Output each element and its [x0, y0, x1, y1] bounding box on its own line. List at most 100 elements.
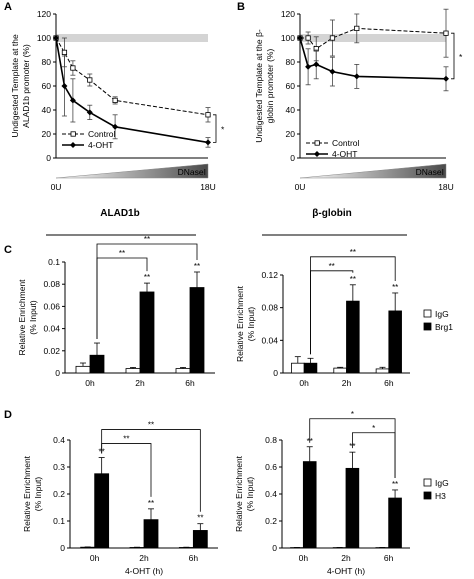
significance-stars: **	[392, 480, 398, 489]
comparison-label: **	[144, 235, 150, 244]
comparison-bracket	[310, 256, 396, 355]
y-tick-label: 0	[273, 368, 278, 378]
data-point	[353, 73, 360, 80]
bar-igg-0h	[291, 362, 305, 374]
y-axis-label: Relative Enrichment	[17, 279, 27, 356]
y-tick-label: 0.1	[53, 516, 65, 526]
data-point	[329, 68, 336, 75]
y-tick-label: 0.1	[48, 257, 60, 267]
y-axis-label: Relative Enrichment	[235, 285, 245, 362]
panel-letter-b: B	[237, 1, 245, 13]
x-axis-label: 4-OHT (h)	[125, 566, 163, 576]
significance-stars: **	[194, 262, 200, 271]
y-tick-label: 0.6	[265, 462, 277, 472]
legend-label: IgG	[435, 309, 449, 319]
comparison-bracket	[96, 257, 148, 340]
data-point	[205, 139, 211, 146]
y-tick-label: 0.2	[265, 516, 277, 526]
legend-label: 4-OHT	[332, 149, 358, 159]
significance-stars: **	[148, 499, 154, 508]
legend-swatch	[423, 322, 432, 331]
comparison-bracket	[309, 418, 396, 478]
data-point	[297, 35, 303, 41]
data-point	[61, 49, 68, 56]
legend-label: Control	[332, 138, 360, 148]
y-axis-label: (% Input)	[245, 477, 255, 512]
y-axis-label: Relative Enrichment	[22, 455, 32, 532]
legend-marker	[314, 151, 320, 157]
y-tick-label: 20	[42, 129, 52, 139]
significance-label: *	[221, 125, 225, 135]
significance-label: *	[459, 52, 463, 62]
data-point	[69, 97, 76, 104]
y-tick-label: 0.4	[265, 489, 277, 499]
panel-a-line-chart: 0 20 40 60 80 100 120 Undigested Template at th…	[10, 9, 225, 192]
series-line-4-oht	[55, 37, 209, 144]
y-axis-label: (% Input)	[246, 307, 256, 342]
bar-igg-0h	[75, 365, 91, 374]
data-point	[70, 65, 76, 71]
x-end-label: 18U	[200, 182, 216, 192]
y-tick-label: 120	[281, 9, 295, 19]
panel-c-right-bar-chart: 0 0.04 0.08 0.12 Relative Enrichment (% Input…	[235, 248, 453, 388]
data-point	[305, 63, 312, 70]
y-tick-label: 20	[286, 129, 296, 139]
comparison-label: **	[148, 421, 154, 430]
comparison-label: *	[351, 410, 354, 419]
y-tick-label: 0.08	[43, 279, 60, 289]
bar-h3-0h	[94, 473, 110, 549]
significance-stars: **	[350, 275, 356, 284]
comparison-label: **	[119, 249, 125, 258]
legend-marker	[70, 142, 76, 148]
bar-h3-6h	[388, 497, 402, 549]
legend-swatch	[423, 309, 432, 318]
y-tick-label: 60	[286, 81, 296, 91]
legend-label: 4-OHT	[88, 140, 114, 150]
y-tick-label: 0.06	[43, 301, 60, 311]
x-tick-label: 2h	[342, 378, 352, 388]
data-point	[205, 112, 211, 118]
data-point	[87, 77, 93, 83]
y-tick-label: 0.3	[53, 462, 65, 472]
bar-brg1-0h	[303, 362, 318, 374]
y-tick-label: 0	[55, 368, 60, 378]
bar-brg1-2h	[346, 300, 360, 374]
y-tick-label: 0.2	[53, 489, 65, 499]
significance-stars: **	[197, 514, 203, 523]
x-tick-label: 0h	[299, 378, 309, 388]
legend-swatch	[423, 478, 432, 487]
y-axis-label: ALAD1b promoter (%)	[21, 44, 31, 128]
y-tick-label: 60	[42, 81, 52, 91]
panel-d-right-bar-chart: 0 0.2 0.4 0.6 0.8 Relative Enrichment (% Input…	[234, 410, 449, 576]
bar-h3-2h	[143, 519, 159, 549]
x-tick-label: 2h	[135, 378, 145, 388]
x-tick-label: 0h	[90, 553, 100, 563]
data-point	[443, 75, 449, 82]
x-tick-label: 6h	[189, 553, 199, 563]
x-tick-label: 6h	[384, 378, 394, 388]
comparison-label: *	[372, 424, 375, 433]
significance-bracket	[451, 32, 455, 80]
bar-igg-6h	[375, 368, 390, 374]
y-axis-label: globin promoter (%)	[265, 49, 275, 124]
comparison-label: **	[123, 435, 129, 444]
group-title-alad1b: ALAD1b	[100, 208, 139, 219]
panel-letter-a: A	[4, 1, 12, 13]
y-tick-label: 40	[286, 105, 296, 115]
x-start-label: 0U	[51, 182, 62, 192]
y-tick-label: 0	[60, 543, 65, 553]
y-tick-label: 0	[290, 153, 295, 163]
y-tick-label: 0.8	[265, 435, 277, 445]
data-point	[329, 35, 336, 41]
data-point	[313, 61, 320, 68]
panel-d-left-bar-chart: 0 0.1 0.2 0.3 0.4 Relative Enrichment (% Input…	[22, 421, 218, 576]
panel-letter-c: C	[4, 244, 12, 256]
bar-brg1-6h	[189, 287, 205, 374]
y-tick-label: 0.4	[53, 435, 65, 445]
x-tick-label: 0h	[299, 553, 309, 563]
reference-band	[300, 34, 446, 42]
bar-igg-6h	[175, 368, 191, 374]
data-point	[61, 83, 68, 89]
y-axis-label: (% Input)	[33, 477, 43, 512]
